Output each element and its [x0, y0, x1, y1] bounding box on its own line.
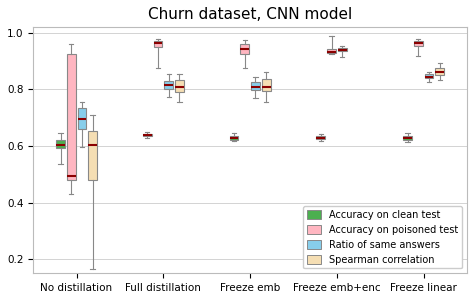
PathPatch shape: [327, 49, 336, 53]
PathPatch shape: [240, 44, 249, 54]
PathPatch shape: [230, 136, 238, 140]
PathPatch shape: [262, 79, 271, 92]
Legend: Accuracy on clean test, Accuracy on poisoned test, Ratio of same answers, Spearm: Accuracy on clean test, Accuracy on pois…: [303, 206, 462, 268]
PathPatch shape: [175, 80, 184, 92]
PathPatch shape: [56, 140, 65, 148]
PathPatch shape: [317, 136, 325, 139]
PathPatch shape: [414, 41, 423, 46]
PathPatch shape: [143, 134, 152, 136]
PathPatch shape: [403, 136, 412, 140]
PathPatch shape: [338, 48, 346, 51]
PathPatch shape: [436, 68, 444, 75]
PathPatch shape: [88, 130, 97, 180]
PathPatch shape: [154, 41, 162, 47]
PathPatch shape: [164, 81, 173, 89]
PathPatch shape: [78, 108, 86, 129]
PathPatch shape: [425, 74, 433, 78]
Title: Churn dataset, CNN model: Churn dataset, CNN model: [148, 7, 352, 22]
PathPatch shape: [67, 54, 75, 180]
PathPatch shape: [251, 82, 260, 90]
